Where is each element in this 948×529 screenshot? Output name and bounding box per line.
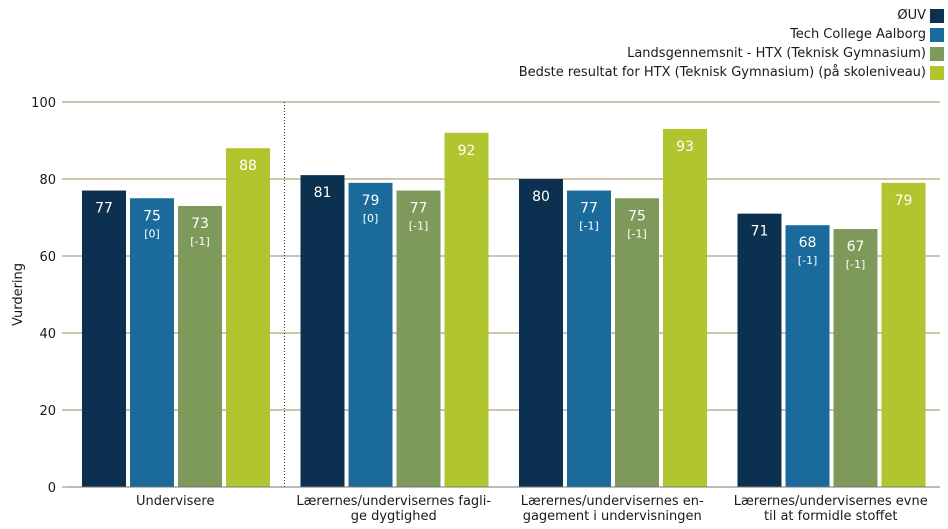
y-tick-label: 20 [39,404,56,419]
legend-swatch-tech-college [930,27,944,42]
bar-value-label: 68 [799,235,817,251]
bar-value-label: 80 [532,189,550,205]
legend-swatch-bedste-resultat [930,65,944,80]
bar-diff-label: [-1] [627,227,647,240]
bar [130,198,174,487]
bar-value-label: 75 [628,208,646,224]
bar-value-label: 88 [239,158,257,174]
bar [785,225,830,487]
bar [519,179,563,487]
bar [615,198,659,487]
legend-item-oeuv: ØUV [244,6,944,25]
bar-value-label: 77 [410,201,428,217]
bar-value-label: 77 [580,201,598,217]
bar [444,132,489,488]
legend-label-tech-college: Tech College Aalborg [790,27,926,42]
bar-diff-label: [0] [363,212,379,225]
legend-label-bedste-resultat: Bedste resultat for HTX (Teknisk Gymnasi… [518,65,926,80]
bar [881,182,926,487]
legend-swatch-landsgennemsnit [930,46,944,61]
y-tick-label: 40 [39,327,56,342]
bar [663,128,707,487]
bar-value-label: 92 [458,143,476,159]
y-tick-label: 0 [48,481,56,496]
y-axis-label: Vurdering [11,263,26,326]
bar-value-label: 71 [751,224,769,240]
x-tick-label: Undervisere [136,494,214,509]
bar-diff-label: [-1] [409,220,429,233]
bar-diff-label: [-1] [190,235,210,248]
bar [178,205,222,487]
legend-item-landsgennemsnit: Landsgennemsnit - HTX (Teknisk Gymnasium… [244,44,944,63]
legend-label-landsgennemsnit: Landsgennemsnit - HTX (Teknisk Gymnasium… [627,46,926,61]
bar-diff-label: [-1] [846,258,866,271]
bar [396,190,441,488]
bar [737,213,782,487]
bar-value-label: 73 [191,216,209,232]
x-tick-label: gagement i undervisningen [523,509,702,524]
y-tick-label: 80 [39,173,56,188]
x-tick-label: Lærernes/undervisernes evne [734,494,928,509]
bar-value-label: 75 [143,208,161,224]
legend-swatch-oeuv [930,8,944,23]
x-tick-label: Lærernes/undervisernes fagli- [296,494,491,509]
bar-diff-label: [-1] [579,220,599,233]
bar-value-label: 79 [895,193,913,209]
legend-item-bedste-resultat: Bedste resultat for HTX (Teknisk Gymnasi… [244,63,944,82]
bar-diff-label: [-1] [798,254,818,267]
y-tick-label: 100 [31,96,56,111]
bar-value-label: 67 [847,239,865,255]
bar [833,229,878,488]
bar-value-label: 77 [95,201,113,217]
bar-value-label: 79 [362,193,380,209]
bar [348,182,393,487]
bar [300,175,345,487]
bar-value-label: 81 [314,185,332,201]
chart-legend: ØUV Tech College Aalborg Landsgennemsnit… [244,6,944,82]
legend-item-tech-college: Tech College Aalborg [244,25,944,44]
bar [226,148,270,487]
bar [567,190,611,488]
x-tick-label: til at formidle stoffet [764,509,897,524]
bar-value-label: 93 [676,139,694,155]
bar-diff-label: [0] [144,227,160,240]
legend-label-oeuv: ØUV [897,8,926,23]
x-tick-label: ge dygtighed [351,509,437,524]
y-tick-label: 60 [39,250,56,265]
x-tick-label: Lærernes/undervisernes en- [521,494,704,509]
bar [82,190,126,488]
